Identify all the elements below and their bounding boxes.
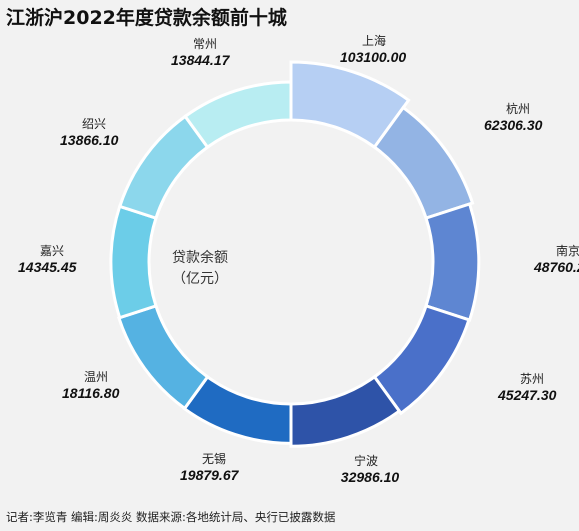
slice-city-label: 苏州 [520,372,544,386]
slice-city-label: 上海 [362,33,386,48]
slice-value-label: 13866.10 [60,132,119,148]
slice-7 [117,303,210,411]
slice-1 [289,60,411,150]
chart-title: 江浙沪2022年度贷款余额前十城 [6,7,287,29]
slice-value-label: 48760.23 [533,259,579,275]
slice-city-label: 杭州 [506,101,530,116]
slice-9 [117,114,210,221]
footer-credits: 记者:李览青 编辑:周炎炎 数据来源:各地统计局、央行已披露数据 [6,510,336,524]
slice-city-label: 嘉兴 [40,244,64,258]
slice-5 [289,374,402,448]
slice-value-label: 45247.30 [497,387,557,403]
slice-city-label: 宁波 [354,453,378,468]
slice-city-label: 温州 [84,370,108,384]
slice-city-label: 常州 [193,37,217,51]
slice-2 [372,105,475,221]
slice-10 [183,80,293,150]
slice-value-label: 62306.30 [484,117,543,133]
slice-city-label: 南京 [556,243,579,258]
slice-value-label: 13844.17 [171,52,231,68]
slice-3 [424,202,481,322]
center-unit: （亿元） [172,271,228,287]
donut-slices [109,60,481,448]
slice-8 [109,204,158,320]
center-label: 贷款余额 [172,249,228,266]
slice-value-label: 103100.00 [340,49,406,65]
slice-city-label: 无锡 [202,451,226,466]
slice-value-label: 19879.67 [180,467,240,483]
slice-city-label: 绍兴 [82,117,106,131]
slice-value-label: 32986.10 [341,469,400,485]
slice-value-label: 14345.45 [18,259,77,275]
slice-4 [372,303,471,416]
slice-value-label: 18116.80 [62,385,120,401]
